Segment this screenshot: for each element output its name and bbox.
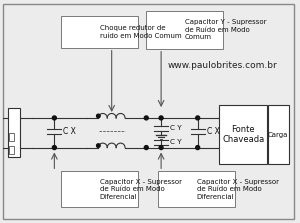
Circle shape	[144, 116, 148, 120]
Text: Capacitor Y - Supressor
de Ruído em Modo
Comum: Capacitor Y - Supressor de Ruído em Modo…	[185, 19, 266, 40]
Text: Fonte
Chaveada: Fonte Chaveada	[222, 125, 264, 145]
FancyBboxPatch shape	[8, 108, 20, 157]
Circle shape	[52, 116, 56, 120]
FancyBboxPatch shape	[146, 11, 224, 49]
Circle shape	[97, 144, 100, 147]
Text: C Y: C Y	[170, 139, 182, 145]
Text: C X: C X	[63, 127, 76, 136]
FancyBboxPatch shape	[9, 133, 14, 141]
FancyBboxPatch shape	[219, 105, 267, 164]
Circle shape	[196, 146, 200, 150]
Circle shape	[97, 114, 100, 118]
Text: Capacitor X - Supressor
de Ruído em Modo
Diferencial: Capacitor X - Supressor de Ruído em Modo…	[197, 179, 279, 200]
Text: Choque redutor de
ruído em Modo Comum: Choque redutor de ruído em Modo Comum	[100, 25, 182, 39]
FancyBboxPatch shape	[158, 171, 235, 207]
FancyBboxPatch shape	[61, 171, 138, 207]
Text: Capacitor X - Supressor
de Ruído em Modo
Diferencial: Capacitor X - Supressor de Ruído em Modo…	[100, 179, 182, 200]
Circle shape	[144, 146, 148, 150]
Text: C X: C X	[207, 127, 220, 136]
Text: Carga: Carga	[268, 132, 288, 138]
FancyBboxPatch shape	[268, 105, 289, 164]
FancyBboxPatch shape	[61, 16, 138, 48]
Circle shape	[159, 116, 163, 120]
Circle shape	[52, 146, 56, 150]
Circle shape	[159, 146, 163, 150]
FancyBboxPatch shape	[9, 146, 14, 153]
Text: C Y: C Y	[170, 125, 182, 131]
FancyBboxPatch shape	[3, 4, 294, 219]
Circle shape	[196, 116, 200, 120]
Text: www.paulobrites.com.br: www.paulobrites.com.br	[167, 61, 277, 70]
